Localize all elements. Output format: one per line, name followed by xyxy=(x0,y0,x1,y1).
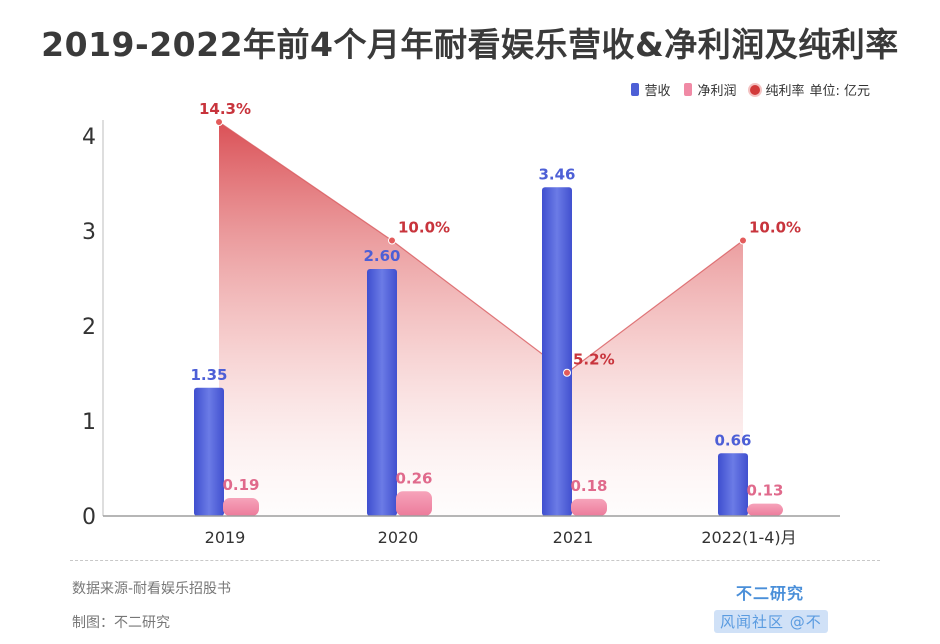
margin-line xyxy=(218,121,744,374)
legend-swatch-revenue xyxy=(631,83,640,96)
data-label-net-profit-0: 0.19 xyxy=(222,476,259,494)
brand-logo-text: 不二研究 xyxy=(736,584,805,603)
bar-revenue-3 xyxy=(718,453,748,516)
legend-item-margin: 纯利率 单位: 亿元 xyxy=(750,80,870,99)
chart-maker: 制图：不二研究 xyxy=(72,615,170,631)
data-label-net-profit-3: 0.13 xyxy=(746,482,783,500)
bar-net-profit-1 xyxy=(396,491,432,516)
legend: 营收 净利润 纯利率 单位: 亿元 xyxy=(631,80,870,99)
margin-point-3 xyxy=(739,236,747,245)
data-label-revenue-3: 0.66 xyxy=(714,431,751,449)
y-tick-label: 3 xyxy=(82,220,96,245)
data-source: 数据来源-耐看娱乐招股书 xyxy=(72,581,232,597)
legend-item-revenue: 营收 xyxy=(631,80,670,99)
bar-net-profit-0 xyxy=(223,497,259,516)
margin-point-2 xyxy=(563,368,571,377)
data-label-margin-2: 5.2% xyxy=(573,351,615,369)
margin-area xyxy=(219,122,743,516)
legend-label-margin: 纯利率 xyxy=(765,84,805,99)
legend-label-revenue: 营收 xyxy=(644,84,671,99)
y-tick-label: 2 xyxy=(82,315,96,340)
legend-swatch-net-profit xyxy=(684,83,693,96)
data-label-revenue-0: 1.35 xyxy=(190,366,227,384)
y-tick-label: 4 xyxy=(82,125,96,150)
x-tick-label: 2020 xyxy=(378,528,419,547)
bar-revenue-1 xyxy=(367,269,397,516)
data-label-margin-3: 10.0% xyxy=(749,219,801,237)
x-tick-label: 2021 xyxy=(553,528,594,547)
margin-point-1 xyxy=(388,236,396,245)
data-label-margin-0: 14.3% xyxy=(199,100,251,118)
x-tick-label: 2019 xyxy=(205,528,246,547)
bar-net-profit-3 xyxy=(747,503,783,516)
legend-unit: 单位: 亿元 xyxy=(809,84,870,99)
data-label-margin-1: 10.0% xyxy=(398,219,450,237)
legend-swatch-margin xyxy=(750,84,761,95)
y-tick-label: 1 xyxy=(82,410,96,435)
data-label-net-profit-1: 0.26 xyxy=(395,469,432,487)
y-tick-label: 0 xyxy=(82,505,96,530)
bar-revenue-0 xyxy=(194,387,224,516)
x-tick-label: 2022(1-4)月 xyxy=(701,528,796,547)
data-label-net-profit-2: 0.18 xyxy=(570,477,607,495)
bar-net-profit-2 xyxy=(571,498,607,516)
watermark: 风闻社区 @不 xyxy=(714,610,828,633)
margin-point-0 xyxy=(215,118,223,127)
bar-revenue-2 xyxy=(542,187,572,517)
data-label-revenue-2: 3.46 xyxy=(538,165,575,183)
footer-divider xyxy=(70,560,880,561)
chart-title: 2019-2022年前4个月年耐看娱乐营收&净利润及纯利率 xyxy=(41,25,899,64)
legend-item-net-profit: 净利润 xyxy=(684,80,736,99)
legend-label-net-profit: 净利润 xyxy=(697,84,737,99)
data-label-revenue-1: 2.60 xyxy=(363,247,400,265)
